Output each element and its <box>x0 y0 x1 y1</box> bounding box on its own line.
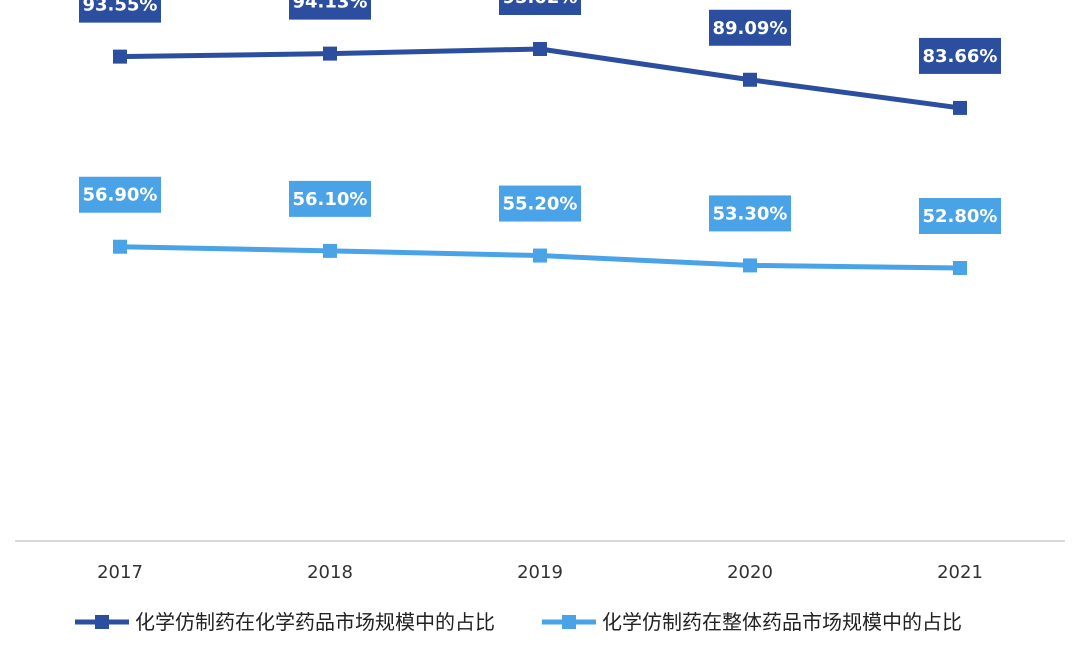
data-label-text: 53.30% <box>713 203 788 224</box>
data-point <box>533 248 547 263</box>
data-label-text: 83.66% <box>923 46 998 67</box>
legend-marker-icon <box>562 615 576 629</box>
data-label-box <box>499 0 581 15</box>
data-label: 56.10% <box>289 180 371 217</box>
legend: 化学仿制药在化学药品市场规模中的占比 化学仿制药在整体药品市场规模中的占比 <box>75 610 962 634</box>
series-layer <box>113 42 967 275</box>
x-tick-label: 2018 <box>307 562 353 583</box>
x-tick-label: 2020 <box>727 562 773 583</box>
legend-label: 化学仿制药在整体药品市场规模中的占比 <box>602 610 962 634</box>
data-point <box>323 243 337 258</box>
x-tick-label: 2021 <box>937 562 983 583</box>
data-label: 94.13% <box>289 0 371 20</box>
data-label: 83.66% <box>919 37 1001 74</box>
data-point <box>743 258 757 273</box>
data-label-text: 56.10% <box>293 189 368 210</box>
data-label: 56.90% <box>79 176 161 213</box>
data-label-text: 55.20% <box>503 194 578 215</box>
x-tick-label: 2017 <box>97 562 143 583</box>
data-label: 52.80% <box>919 198 1001 234</box>
x-tick-label: 2019 <box>517 562 563 583</box>
data-label-text: 56.90% <box>83 185 158 206</box>
legend-item-1: 化学仿制药在化学药品市场规模中的占比 <box>75 610 495 634</box>
data-label-box <box>79 0 161 23</box>
data-label-box <box>709 195 791 232</box>
data-label-text: 89.09% <box>713 18 788 39</box>
axis-layer: 2017 2018 2019 2020 2021 <box>15 540 1065 583</box>
legend-label: 化学仿制药在化学药品市场规模中的占比 <box>135 610 495 634</box>
data-point <box>953 100 967 115</box>
data-label-box <box>289 180 371 217</box>
data-label: 55.20% <box>499 185 581 222</box>
data-point <box>113 239 127 254</box>
data-point <box>113 49 127 64</box>
data-label-box <box>709 9 791 46</box>
data-label-layer: 93.55% 94.13% 95.02% 89.09% 83.66% 56.90% 56.1… <box>79 0 1001 234</box>
data-point <box>743 72 757 87</box>
data-label: 93.55% <box>79 0 161 23</box>
data-label-text: 95.02% <box>503 0 578 8</box>
data-label-text: 93.55% <box>83 0 158 16</box>
data-label-box <box>919 37 1001 74</box>
data-label-box <box>289 0 371 20</box>
data-label-text: 52.80% <box>923 206 998 227</box>
data-point <box>953 261 967 275</box>
data-label: 95.02% <box>499 0 581 15</box>
data-point <box>533 42 547 56</box>
data-label: 89.09% <box>709 9 791 46</box>
series-line-1 <box>119 46 961 111</box>
data-point <box>323 46 337 61</box>
legend-item-2: 化学仿制药在整体药品市场规模中的占比 <box>542 610 962 634</box>
data-label-box <box>499 185 581 222</box>
legend-marker-icon <box>95 615 109 629</box>
data-label-text: 94.13% <box>293 0 368 13</box>
data-label-box <box>79 176 161 213</box>
data-label-box <box>919 198 1001 234</box>
data-label: 53.30% <box>709 195 791 232</box>
